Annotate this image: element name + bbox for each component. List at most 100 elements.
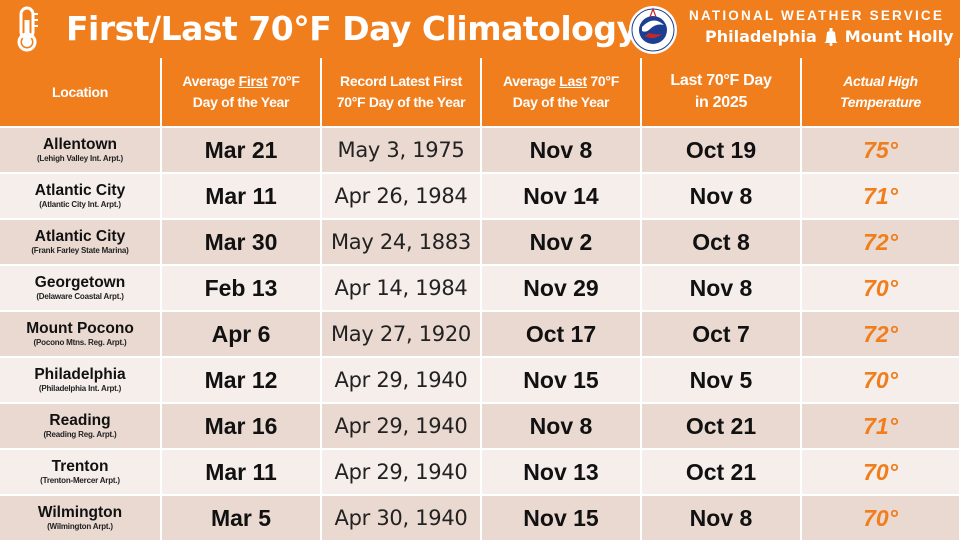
cell-record-latest-first: Apr 29, 1940 <box>321 403 482 450</box>
cell-last-2025: Nov 8 <box>641 495 802 542</box>
cell-location: Reading (Reading Reg. Arpt.) <box>0 403 162 450</box>
cell-actual-high: 71° <box>801 173 960 220</box>
table-row: Trenton (Trenton-Mercer Arpt.) Mar 11 Apr 2… <box>0 449 960 496</box>
cell-last-2025: Nov 8 <box>641 265 802 312</box>
column-header-location: Location <box>0 58 162 128</box>
cell-avg-last: Nov 13 <box>481 449 642 496</box>
cell-avg-first: Mar 5 <box>161 495 322 542</box>
location-name: Atlantic City <box>34 227 126 245</box>
cell-avg-first: Apr 6 <box>161 311 322 358</box>
cell-record-latest-first: Apr 29, 1940 <box>321 449 482 496</box>
cell-record-latest-first: Apr 29, 1940 <box>321 357 482 404</box>
cell-last-2025: Nov 8 <box>641 173 802 220</box>
thermometer-icon <box>17 6 38 52</box>
station-name: (Reading Reg. Arpt.) <box>43 429 117 439</box>
cell-location: Atlantic City (Frank Farley State Marina) <box>0 219 162 266</box>
table-row: Allentown (Lehigh Valley Int. Arpt.) Mar 2… <box>0 127 960 174</box>
cell-avg-last: Nov 8 <box>481 403 642 450</box>
cell-record-latest-first: May 3, 1975 <box>321 127 482 174</box>
table-row: Georgetown (Delaware Coastal Arpt.) Feb 13… <box>0 265 960 312</box>
table-row: Philadelphia (Philadelphia Int. Arpt.) Mar… <box>0 357 960 404</box>
cell-actual-high: 71° <box>801 403 960 450</box>
page-title: First/Last 70°F Day Climatology <box>66 9 638 48</box>
location-name: Georgetown <box>34 273 126 291</box>
cell-actual-high: 70° <box>801 265 960 312</box>
station-name: (Frank Farley State Marina) <box>31 245 129 255</box>
nws-logo-icon <box>629 6 677 54</box>
cell-avg-last: Oct 17 <box>481 311 642 358</box>
location-name: Wilmington <box>37 503 123 521</box>
cell-location: Atlantic City (Atlantic City Int. Arpt.) <box>0 173 162 220</box>
column-header-actual-high: Actual High Temperature <box>801 58 960 128</box>
cell-avg-last: Nov 8 <box>481 127 642 174</box>
cell-avg-first: Mar 21 <box>161 127 322 174</box>
station-name: (Atlantic City Int. Arpt.) <box>39 199 121 209</box>
table-row: Reading (Reading Reg. Arpt.) Mar 16 Apr 29,… <box>0 403 960 450</box>
cell-avg-first: Mar 11 <box>161 173 322 220</box>
table-row: Atlantic City (Atlantic City Int. Arpt.) M… <box>0 173 960 220</box>
liberty-bell-icon <box>823 27 838 46</box>
station-name: (Delaware Coastal Arpt.) <box>36 291 124 301</box>
station-name: (Trenton-Mercer Arpt.) <box>40 475 120 485</box>
cell-actual-high: 75° <box>801 127 960 174</box>
cell-location: Wilmington (Wilmington Arpt.) <box>0 495 162 542</box>
cell-last-2025: Oct 21 <box>641 403 802 450</box>
location-name: Atlantic City <box>34 181 126 199</box>
cell-actual-high: 70° <box>801 449 960 496</box>
station-name: (Lehigh Valley Int. Arpt.) <box>36 153 124 163</box>
cell-avg-last: Nov 2 <box>481 219 642 266</box>
location-name: Philadelphia <box>34 365 126 383</box>
location-name: Mount Pocono <box>26 319 134 337</box>
table-body: Allentown (Lehigh Valley Int. Arpt.) Mar 2… <box>0 127 960 542</box>
table-row: Mount Pocono (Pocono Mtns. Reg. Arpt.) Apr… <box>0 311 960 358</box>
column-header-record-latest-first: Record Latest First 70°F Day of the Year <box>321 58 482 128</box>
column-header-avg-first: Average First 70°F Day of the Year <box>161 58 322 128</box>
column-header-last-2025: Last 70°F Day in 2025 <box>641 58 802 128</box>
cell-actual-high: 72° <box>801 311 960 358</box>
cell-location: Trenton (Trenton-Mercer Arpt.) <box>0 449 162 496</box>
cell-actual-high: 70° <box>801 357 960 404</box>
cell-avg-first: Mar 11 <box>161 449 322 496</box>
cell-record-latest-first: May 24, 1883 <box>321 219 482 266</box>
cell-avg-last: Nov 15 <box>481 495 642 542</box>
header-band: First/Last 70°F Day Climatology NATIONAL… <box>0 0 960 58</box>
cell-record-latest-first: Apr 26, 1984 <box>321 173 482 220</box>
cell-record-latest-first: Apr 30, 1940 <box>321 495 482 542</box>
cell-last-2025: Oct 8 <box>641 219 802 266</box>
office-name: Philadelphia Mount Holly <box>705 27 954 46</box>
cell-last-2025: Nov 5 <box>641 357 802 404</box>
cell-avg-last: Nov 14 <box>481 173 642 220</box>
agency-name: NATIONAL WEATHER SERVICE <box>689 8 945 23</box>
cell-record-latest-first: Apr 14, 1984 <box>321 265 482 312</box>
cell-location: Georgetown (Delaware Coastal Arpt.) <box>0 265 162 312</box>
cell-last-2025: Oct 7 <box>641 311 802 358</box>
cell-location: Mount Pocono (Pocono Mtns. Reg. Arpt.) <box>0 311 162 358</box>
cell-avg-first: Feb 13 <box>161 265 322 312</box>
location-name: Trenton <box>51 457 109 475</box>
cell-location: Philadelphia (Philadelphia Int. Arpt.) <box>0 357 162 404</box>
cell-avg-last: Nov 29 <box>481 265 642 312</box>
cell-last-2025: Oct 19 <box>641 127 802 174</box>
location-name: Reading <box>49 411 111 429</box>
cell-location: Allentown (Lehigh Valley Int. Arpt.) <box>0 127 162 174</box>
table-header-row: Location Average First 70°F Day of the Y… <box>0 58 960 128</box>
cell-actual-high: 72° <box>801 219 960 266</box>
station-name: (Pocono Mtns. Reg. Arpt.) <box>33 337 127 347</box>
cell-avg-first: Mar 16 <box>161 403 322 450</box>
station-name: (Philadelphia Int. Arpt.) <box>38 383 122 393</box>
station-name: (Wilmington Arpt.) <box>47 521 113 531</box>
climatology-table: Location Average First 70°F Day of the Y… <box>0 58 960 542</box>
cell-last-2025: Oct 21 <box>641 449 802 496</box>
cell-actual-high: 70° <box>801 495 960 542</box>
office-left: Philadelphia <box>705 27 817 46</box>
table-row: Atlantic City (Frank Farley State Marina)… <box>0 219 960 266</box>
cell-avg-first: Mar 30 <box>161 219 322 266</box>
table-row: Wilmington (Wilmington Arpt.) Mar 5 Apr 30,… <box>0 495 960 542</box>
cell-avg-first: Mar 12 <box>161 357 322 404</box>
column-header-avg-last: Average Last 70°F Day of the Year <box>481 58 642 128</box>
cell-avg-last: Nov 15 <box>481 357 642 404</box>
cell-record-latest-first: May 27, 1920 <box>321 311 482 358</box>
location-name: Allentown <box>42 135 118 153</box>
office-right: Mount Holly <box>844 27 954 46</box>
